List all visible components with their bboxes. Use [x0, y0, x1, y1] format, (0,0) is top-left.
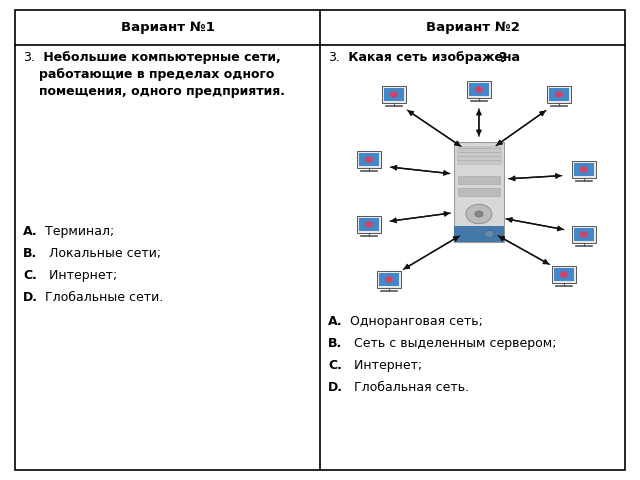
Circle shape [365, 221, 373, 228]
Circle shape [555, 91, 563, 97]
FancyBboxPatch shape [358, 153, 379, 166]
Text: ?: ? [499, 51, 507, 65]
FancyBboxPatch shape [357, 216, 381, 233]
FancyBboxPatch shape [384, 88, 404, 101]
FancyBboxPatch shape [457, 146, 501, 164]
Text: C.: C. [23, 269, 37, 282]
FancyBboxPatch shape [458, 188, 500, 196]
FancyBboxPatch shape [454, 226, 504, 242]
FancyBboxPatch shape [454, 142, 504, 242]
FancyBboxPatch shape [573, 163, 594, 176]
Text: Вариант №2: Вариант №2 [426, 21, 520, 34]
Text: Какая сеть изображена: Какая сеть изображена [344, 51, 520, 64]
Circle shape [559, 271, 568, 277]
Text: Глобальная сеть.: Глобальная сеть. [346, 381, 469, 394]
Text: D.: D. [328, 381, 343, 394]
FancyBboxPatch shape [382, 86, 406, 103]
Text: C.: C. [328, 359, 342, 372]
Text: Интернет;: Интернет; [41, 269, 117, 282]
Circle shape [580, 166, 588, 173]
Circle shape [390, 91, 398, 97]
Text: Небольшие компьютерные сети,
работающие в пределах одного
помещения, одного пред: Небольшие компьютерные сети, работающие … [39, 51, 285, 98]
FancyBboxPatch shape [357, 151, 381, 168]
FancyBboxPatch shape [547, 86, 571, 103]
FancyBboxPatch shape [573, 228, 594, 241]
FancyBboxPatch shape [468, 83, 489, 96]
Text: Одноранговая сеть;: Одноранговая сеть; [346, 315, 483, 328]
FancyBboxPatch shape [379, 273, 399, 286]
Text: Вариант №1: Вариант №1 [120, 21, 214, 34]
FancyBboxPatch shape [572, 226, 596, 243]
FancyBboxPatch shape [554, 268, 574, 281]
Circle shape [385, 276, 393, 283]
Text: D.: D. [23, 291, 38, 304]
Text: A.: A. [23, 225, 38, 238]
FancyBboxPatch shape [377, 271, 401, 288]
Circle shape [475, 211, 483, 217]
Text: B.: B. [23, 247, 37, 260]
FancyBboxPatch shape [358, 217, 379, 231]
Circle shape [580, 231, 588, 238]
FancyBboxPatch shape [572, 161, 596, 178]
Text: A.: A. [328, 315, 342, 328]
Text: Терминал;: Терминал; [41, 225, 115, 238]
FancyBboxPatch shape [548, 88, 569, 101]
Circle shape [484, 230, 494, 238]
FancyBboxPatch shape [552, 266, 576, 283]
FancyBboxPatch shape [15, 10, 625, 470]
Text: 3.: 3. [23, 51, 35, 64]
Circle shape [365, 156, 373, 163]
Text: Сеть с выделенным сервером;: Сеть с выделенным сервером; [346, 337, 557, 350]
FancyBboxPatch shape [467, 81, 491, 98]
Text: Локальные сети;: Локальные сети; [41, 247, 161, 260]
Text: 3.: 3. [328, 51, 340, 64]
Text: Интернет;: Интернет; [346, 359, 422, 372]
Circle shape [475, 86, 483, 93]
Circle shape [466, 204, 492, 224]
Text: B.: B. [328, 337, 342, 350]
Text: Глобальные сети.: Глобальные сети. [41, 291, 163, 304]
FancyBboxPatch shape [458, 176, 500, 184]
